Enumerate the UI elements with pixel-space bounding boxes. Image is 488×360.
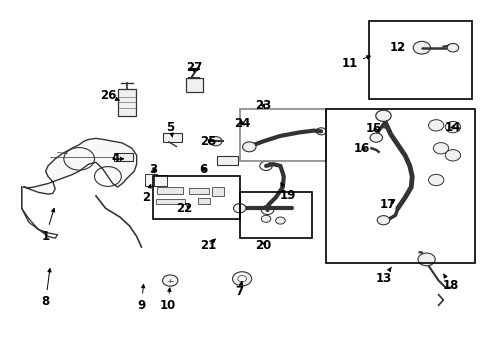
Circle shape bbox=[445, 121, 460, 133]
Text: 21: 21 bbox=[200, 239, 216, 252]
Text: 4: 4 bbox=[111, 152, 123, 165]
Bar bbox=[157, 188, 183, 194]
Bar bbox=[189, 189, 208, 194]
Text: 16: 16 bbox=[353, 142, 369, 155]
Text: 9: 9 bbox=[137, 284, 145, 312]
Bar bbox=[197, 198, 209, 204]
Circle shape bbox=[427, 120, 443, 131]
Circle shape bbox=[232, 272, 251, 286]
Bar bbox=[154, 175, 166, 186]
Circle shape bbox=[432, 143, 447, 154]
Circle shape bbox=[209, 136, 222, 146]
Text: 5: 5 bbox=[166, 121, 174, 137]
Circle shape bbox=[417, 253, 434, 266]
Circle shape bbox=[369, 133, 382, 142]
Bar bbox=[153, 176, 239, 219]
Text: 18: 18 bbox=[442, 274, 458, 292]
Circle shape bbox=[447, 44, 458, 52]
Text: 25: 25 bbox=[200, 135, 216, 148]
Circle shape bbox=[242, 142, 256, 152]
Text: 20: 20 bbox=[255, 239, 271, 252]
Bar bbox=[212, 187, 224, 196]
Text: 24: 24 bbox=[233, 117, 250, 130]
Text: 6: 6 bbox=[199, 163, 207, 176]
Bar bbox=[325, 109, 473, 263]
Circle shape bbox=[237, 276, 246, 282]
Text: 12: 12 bbox=[389, 41, 405, 54]
Bar bbox=[163, 134, 182, 142]
Text: 10: 10 bbox=[160, 288, 176, 312]
Text: 19: 19 bbox=[279, 183, 295, 202]
Bar bbox=[156, 198, 184, 204]
Bar bbox=[239, 109, 325, 161]
Circle shape bbox=[445, 150, 460, 161]
Circle shape bbox=[261, 215, 270, 222]
Bar bbox=[144, 174, 157, 186]
Text: 27: 27 bbox=[185, 60, 202, 73]
Text: 2: 2 bbox=[142, 185, 151, 204]
Text: 8: 8 bbox=[41, 269, 51, 308]
Circle shape bbox=[275, 217, 285, 224]
Text: 14: 14 bbox=[444, 121, 460, 134]
Polygon shape bbox=[21, 187, 58, 238]
Bar bbox=[118, 89, 136, 116]
Circle shape bbox=[233, 204, 245, 213]
Bar bbox=[114, 153, 133, 161]
Text: 11: 11 bbox=[341, 56, 369, 70]
Bar bbox=[368, 21, 471, 99]
Circle shape bbox=[427, 174, 443, 186]
Text: 17: 17 bbox=[379, 198, 396, 211]
Text: 23: 23 bbox=[255, 99, 271, 112]
Polygon shape bbox=[24, 138, 137, 194]
Circle shape bbox=[376, 216, 389, 225]
Bar bbox=[217, 156, 238, 165]
Text: 1: 1 bbox=[41, 208, 55, 243]
Circle shape bbox=[162, 275, 178, 286]
Circle shape bbox=[375, 110, 390, 121]
Circle shape bbox=[412, 41, 429, 54]
Text: 22: 22 bbox=[176, 202, 192, 215]
Text: 7: 7 bbox=[235, 282, 244, 298]
Text: 3: 3 bbox=[149, 163, 157, 176]
Text: 13: 13 bbox=[375, 267, 391, 285]
Bar bbox=[239, 192, 311, 238]
Text: 26: 26 bbox=[100, 89, 119, 102]
Bar bbox=[185, 78, 203, 92]
Text: 15: 15 bbox=[365, 122, 381, 135]
